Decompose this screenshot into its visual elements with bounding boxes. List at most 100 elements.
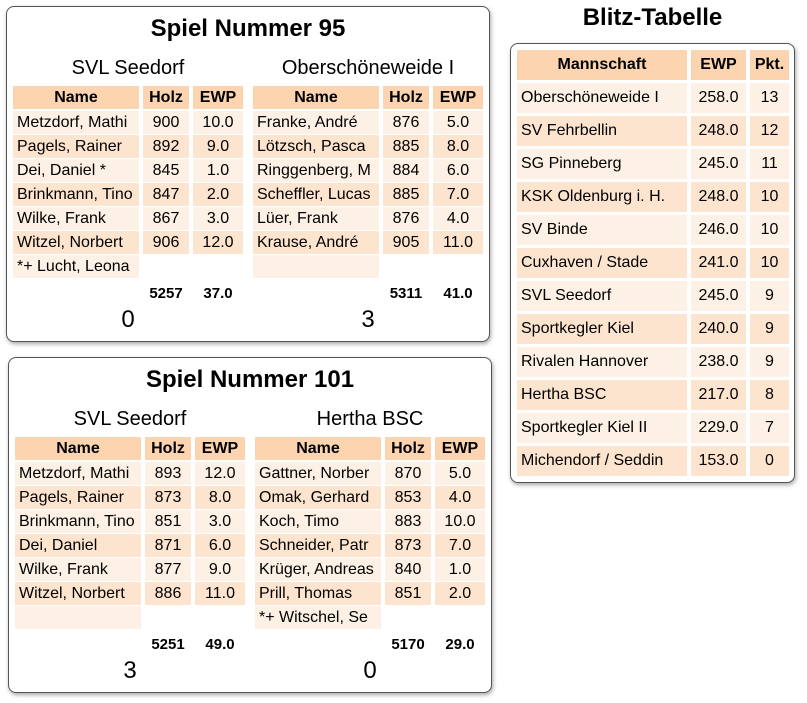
- column-header: Holz: [385, 437, 431, 460]
- standing-cell: 9: [750, 347, 789, 377]
- player-cell: 845: [143, 159, 189, 182]
- column-header: Name: [15, 437, 141, 460]
- player-cell: 900: [143, 111, 189, 134]
- player-cell: 892: [143, 135, 189, 158]
- player-cell: 5.0: [433, 111, 483, 134]
- standing-cell: 245.0: [691, 149, 746, 179]
- score: 0: [363, 657, 377, 684]
- team-name: Oberschöneweide I: [281, 57, 455, 79]
- player-cell: 12.0: [193, 231, 243, 254]
- player-cell: Wilke, Frank: [13, 207, 139, 230]
- player-cell: 877: [145, 558, 191, 581]
- player-cell: 847: [143, 183, 189, 206]
- player-cell: 4.0: [433, 207, 483, 230]
- game-title: Spiel Nummer 101: [145, 366, 355, 393]
- standing-cell: Sportkegler Kiel: [517, 314, 687, 344]
- player-cell: Gattner, Norber: [255, 462, 381, 485]
- holz-total: 5311: [389, 285, 423, 302]
- ewp-total: 49.0: [205, 636, 235, 653]
- player-cell: 886: [145, 582, 191, 605]
- holz-total: 5257: [149, 285, 183, 302]
- player-cell: 851: [385, 582, 431, 605]
- column-header: EWP: [433, 86, 483, 109]
- holz-total: 5251: [151, 636, 185, 653]
- note: *+ Lucht, Leona: [13, 255, 139, 278]
- standing-cell: 248.0: [691, 182, 746, 212]
- standing-cell: 240.0: [691, 314, 746, 344]
- player-cell: 10.0: [435, 510, 485, 533]
- column-header: Pkt.: [750, 50, 789, 80]
- game-card: Spiel Nummer 95 SVL Seedorf Name Holz EWP Met…: [6, 6, 490, 342]
- player-cell: 853: [385, 486, 431, 509]
- player-cell: 4.0: [435, 486, 485, 509]
- player-cell: 6.0: [433, 159, 483, 182]
- holz-total: 5170: [391, 636, 425, 653]
- player-cell: 1.0: [193, 159, 243, 182]
- team-name: Hertha BSC: [316, 408, 424, 430]
- player-cell: 870: [385, 462, 431, 485]
- standing-cell: 13: [750, 83, 789, 113]
- standing-cell: 258.0: [691, 83, 746, 113]
- player-cell: 876: [383, 207, 429, 230]
- column-header: Holz: [145, 437, 191, 460]
- player-cell: 885: [383, 135, 429, 158]
- player-cell: 3.0: [193, 207, 243, 230]
- player-cell: Witzel, Norbert: [13, 231, 139, 254]
- empty-row: [253, 255, 379, 278]
- column-header: EWP: [691, 50, 746, 80]
- player-cell: Krüger, Andreas: [255, 558, 381, 581]
- score: 3: [361, 306, 375, 333]
- player-cell: 867: [143, 207, 189, 230]
- player-cell: Brinkmann, Tino: [13, 183, 139, 206]
- column-header: Name: [253, 86, 379, 109]
- standing-cell: 0: [750, 446, 789, 476]
- standing-cell: 10: [750, 182, 789, 212]
- standing-cell: 7: [750, 413, 789, 443]
- column-header: Name: [255, 437, 381, 460]
- column-header: Holz: [143, 86, 189, 109]
- standing-cell: 8: [750, 380, 789, 410]
- player-cell: 884: [383, 159, 429, 182]
- player-cell: Metzdorf, Mathi: [15, 462, 141, 485]
- player-cell: 11.0: [433, 231, 483, 254]
- standing-cell: Sportkegler Kiel II: [517, 413, 687, 443]
- standing-cell: 229.0: [691, 413, 746, 443]
- player-cell: 9.0: [193, 135, 243, 158]
- player-cell: Metzdorf, Mathi: [13, 111, 139, 134]
- standing-cell: SVL Seedorf: [517, 281, 687, 311]
- player-cell: 5.0: [435, 462, 485, 485]
- team-name: SVL Seedorf: [73, 408, 187, 430]
- player-cell: 871: [145, 534, 191, 557]
- player-cell: 9.0: [195, 558, 245, 581]
- standing-cell: Hertha BSC: [517, 380, 687, 410]
- player-cell: 2.0: [435, 582, 485, 605]
- player-cell: Dei, Daniel *: [13, 159, 139, 182]
- player-cell: Scheffler, Lucas: [253, 183, 379, 206]
- standing-cell: Michendorf / Seddin: [517, 446, 687, 476]
- player-cell: Witzel, Norbert: [15, 582, 141, 605]
- standing-cell: Cuxhaven / Stade: [517, 248, 687, 278]
- player-cell: Pagels, Rainer: [13, 135, 139, 158]
- player-cell: 1.0: [435, 558, 485, 581]
- game-title: Spiel Nummer 95: [150, 15, 346, 42]
- player-cell: 10.0: [193, 111, 243, 134]
- standing-cell: 10: [750, 248, 789, 278]
- player-cell: Koch, Timo: [255, 510, 381, 533]
- player-cell: 873: [145, 486, 191, 509]
- team-name: SVL Seedorf: [71, 57, 185, 79]
- player-cell: 840: [385, 558, 431, 581]
- standing-cell: Rivalen Hannover: [517, 347, 687, 377]
- standing-cell: 245.0: [691, 281, 746, 311]
- player-cell: 851: [145, 510, 191, 533]
- player-cell: 906: [143, 231, 189, 254]
- player-cell: 873: [385, 534, 431, 557]
- player-cell: 8.0: [195, 486, 245, 509]
- standing-cell: 248.0: [691, 116, 746, 146]
- player-cell: Franke, André: [253, 111, 379, 134]
- player-cell: 7.0: [435, 534, 485, 557]
- standing-cell: 153.0: [691, 446, 746, 476]
- player-cell: 893: [145, 462, 191, 485]
- standing-cell: 10: [750, 215, 789, 245]
- player-cell: 905: [383, 231, 429, 254]
